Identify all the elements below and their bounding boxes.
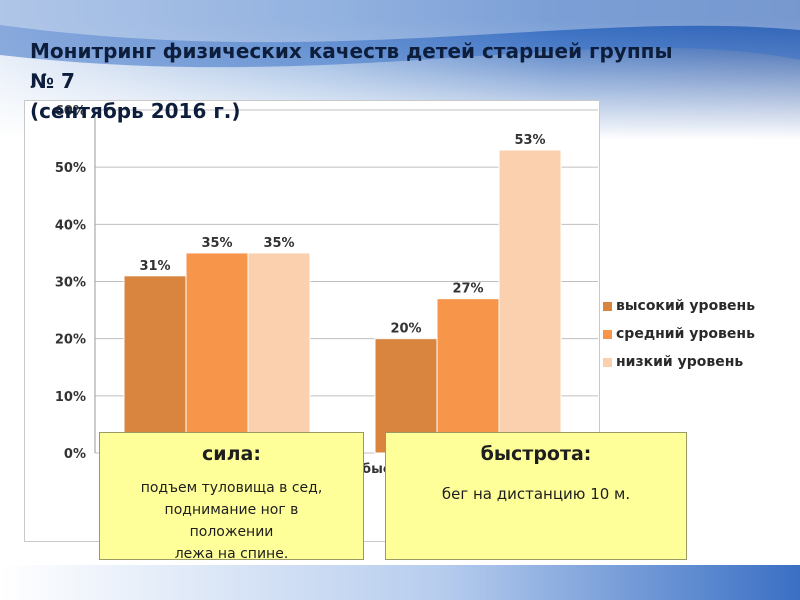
bar-value-label: 35% — [263, 236, 294, 251]
bar-low-1 — [247, 252, 311, 454]
data-labels: 31% 35% 35% 20% 27% 53% — [139, 133, 545, 337]
legend-item-medium: средний уровень — [603, 320, 755, 348]
bar-high-1 — [123, 275, 187, 454]
legend-swatch — [603, 357, 612, 367]
speed-card: быстрота: бег на дистанцию 10 м. — [385, 432, 687, 560]
title-line-2: № 7 — [30, 69, 75, 93]
slide-title: Монитринг физических качеств детей старш… — [30, 36, 770, 126]
bar-value-label: 35% — [201, 236, 232, 251]
strength-card-line: лежа на спине. — [174, 546, 289, 562]
speed-card-title: быстрота: — [480, 443, 592, 465]
slide-footer-band — [0, 565, 800, 600]
title-line-1: Монитринг физических качеств детей старш… — [30, 39, 673, 63]
legend-swatch — [603, 329, 612, 339]
y-tick-label: 20% — [55, 333, 86, 348]
bar-low-2 — [498, 149, 562, 454]
y-tick-label: 30% — [55, 276, 86, 291]
bars — [123, 149, 562, 454]
legend-label: низкий уровень — [616, 354, 744, 370]
strength-card-line: подъем туловища в сед, — [140, 480, 323, 496]
legend-label: средний уровень — [616, 326, 755, 342]
legend-item-high: высокий уровень — [603, 292, 755, 320]
strength-card-line: положении — [189, 524, 274, 540]
speed-card-body: бег на дистанцию 10 м. — [386, 483, 686, 505]
legend-item-low: низкий уровень — [603, 348, 755, 376]
speed-card-line: бег на дистанцию 10 м. — [441, 485, 631, 503]
bar-medium-2 — [436, 298, 500, 454]
bar-value-label: 31% — [139, 259, 170, 274]
title-line-3: (сентябрь 2016 г.) — [30, 99, 241, 123]
y-tick-label: 10% — [55, 390, 86, 405]
strength-card-line: поднимание ног в — [164, 502, 299, 518]
bar-value-label: 20% — [390, 322, 421, 337]
category-label-partial: быстрота — [362, 462, 385, 477]
chart-legend: высокий уровень средний уровень низкий уро… — [603, 292, 755, 376]
legend-label: высокий уровень — [616, 298, 756, 314]
strength-card-title: сила: — [202, 443, 261, 465]
y-tick-label: 60% — [55, 104, 86, 119]
legend-swatch — [603, 301, 612, 311]
y-tick-label: 40% — [55, 218, 86, 233]
bar-value-label: 27% — [452, 282, 483, 297]
y-axis-ticks: 0% 10% 20% 30% 40% 50% 60% — [55, 104, 86, 462]
y-tick-label: 50% — [55, 161, 86, 176]
y-tick-label: 0% — [64, 447, 86, 462]
bar-medium-1 — [185, 252, 249, 454]
bar-value-label: 53% — [514, 133, 545, 148]
slide-header-wave — [0, 0, 800, 68]
strength-card: сила: подъем туловища в сед, поднимание … — [99, 432, 364, 562]
strength-card-body: подъем туловища в сед, поднимание ног в … — [100, 477, 363, 565]
